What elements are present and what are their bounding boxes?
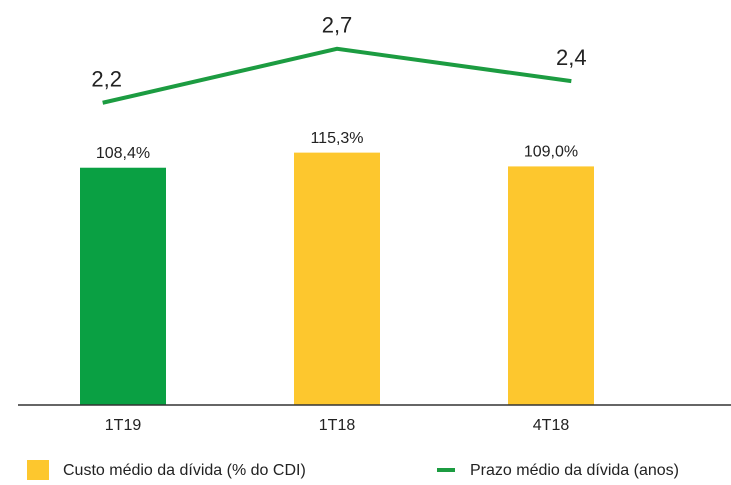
line-value-label: 2,7: [322, 13, 353, 38]
x-tick-label: 1T19: [105, 417, 142, 434]
bar: [294, 152, 380, 405]
bar-value-label: 115,3%: [310, 130, 363, 147]
line-value-label: 2,2: [91, 67, 122, 92]
line: [102, 46, 572, 105]
bar: [508, 166, 594, 405]
bar-value-label: 108,4%: [96, 145, 150, 162]
legend-label: Custo médio da dívida (% do CDI): [63, 462, 306, 479]
x-tick-label: 4T18: [533, 417, 570, 434]
legend-swatch: [27, 460, 49, 480]
bar: [80, 167, 166, 405]
x-tick-label: 1T18: [319, 417, 356, 434]
line-value-label: 2,4: [556, 45, 587, 70]
legend-label: Prazo médio da dívida (anos): [470, 462, 679, 479]
bar-value-label: 109,0%: [524, 144, 578, 161]
